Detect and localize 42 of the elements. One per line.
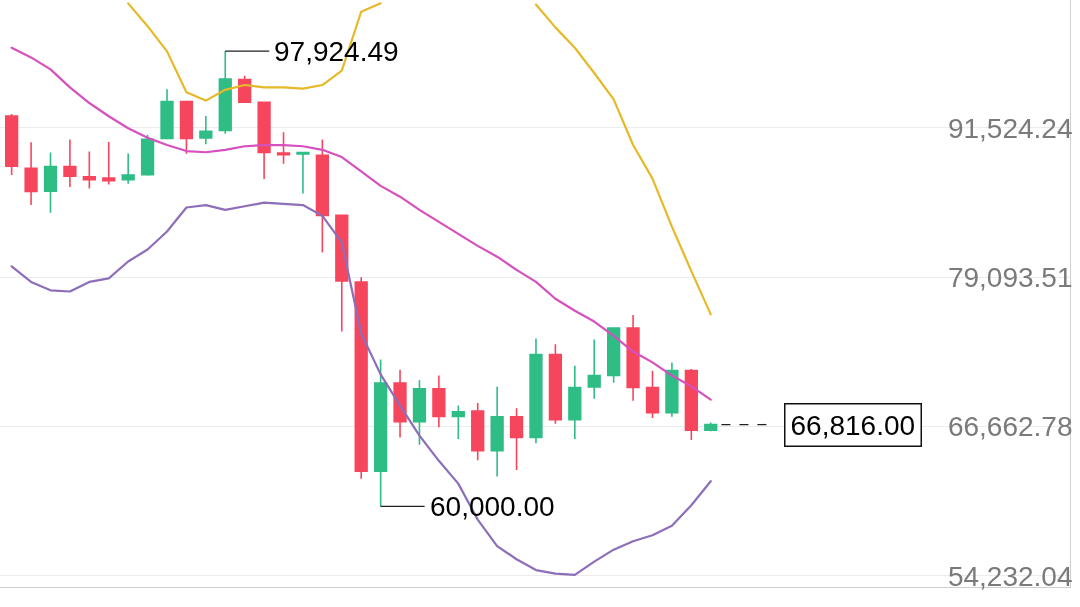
- candlestick: [626, 314, 640, 402]
- candlestick: [373, 358, 388, 508]
- candlestick: [393, 368, 407, 439]
- y-tick-label: 79,093.51: [947, 261, 1073, 293]
- line-series: [10, 201, 712, 576]
- candlestick: [568, 365, 582, 440]
- candlestick: [296, 151, 310, 195]
- candlestick: [63, 138, 77, 188]
- candlestick: [43, 151, 58, 214]
- candlestick: [257, 101, 271, 180]
- candlestick: [82, 150, 96, 190]
- candlestick: [665, 361, 679, 418]
- candlestick: [548, 343, 563, 425]
- candlestick: [607, 327, 621, 384]
- candlestick: [704, 421, 718, 433]
- candlestick: [179, 100, 194, 155]
- candlestick: [471, 402, 485, 462]
- candlestick: [645, 369, 660, 419]
- candlestick: [490, 386, 504, 478]
- candlestick: [160, 88, 174, 140]
- candlestick: [276, 131, 291, 165]
- candlestick: [451, 404, 465, 440]
- candlestick: [587, 338, 601, 400]
- candlestick: [529, 337, 543, 444]
- candlestick: [412, 379, 427, 446]
- candlestick: [315, 138, 329, 254]
- candlestick: [218, 50, 232, 135]
- candlestick: [5, 113, 19, 176]
- candlestick: [335, 214, 349, 333]
- y-tick-label: 54,232.04: [947, 560, 1073, 592]
- y-tick-label: 91,524.24: [947, 112, 1073, 144]
- y-tick-label: 66,662.78: [947, 411, 1073, 443]
- candlestick: [354, 276, 368, 480]
- candlestick: [102, 141, 116, 186]
- candlestick: [121, 152, 135, 185]
- candlestick: [199, 115, 213, 146]
- candlestick: [140, 133, 155, 177]
- ref-line-label: 66,816.00: [790, 409, 916, 441]
- candlestick: [684, 368, 698, 441]
- candlestick: [432, 374, 446, 428]
- candlestick: [24, 141, 38, 206]
- candlestick: [509, 407, 524, 471]
